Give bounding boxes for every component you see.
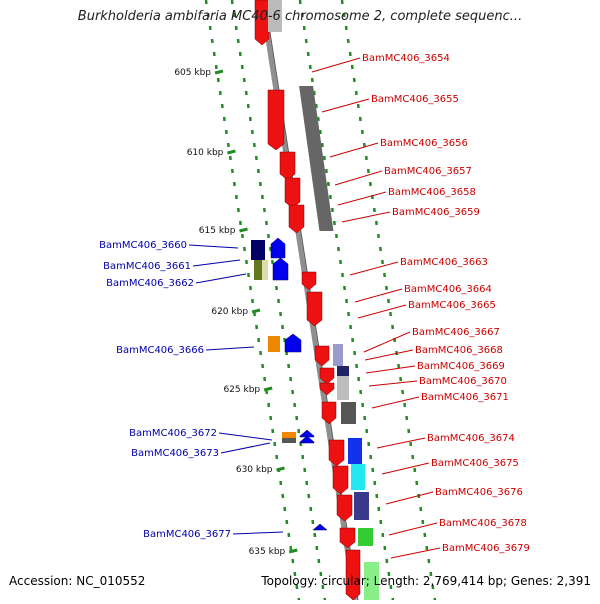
kbp-tick-mark: [239, 229, 247, 231]
gene-label-reverse: BamMC406_3658: [388, 187, 476, 198]
gene-label-forward: BamMC406_3666: [116, 345, 204, 356]
kbp-tick-mark: [252, 310, 260, 312]
gene-label-reverse: BamMC406_3656: [380, 138, 468, 149]
gene-label-reverse: BamMC406_3654: [362, 53, 450, 64]
gene-leader-line: [330, 143, 378, 157]
gene-arrow-reverse: [322, 402, 336, 424]
gene-leader-line: [206, 347, 254, 350]
kbp-tick-mark: [215, 71, 223, 73]
gene-arrow-reverse: [333, 466, 348, 494]
gene-label-forward: BamMC406_3661: [103, 261, 191, 272]
kbp-tick-label: 605 kbp: [174, 68, 211, 78]
gene-label-reverse: BamMC406_3679: [442, 543, 530, 554]
gene-feature-lightgrey: [337, 376, 349, 400]
gene-arrow-forward: [271, 238, 285, 258]
tick-rail-outer: [206, 0, 299, 600]
gene-arrow-reverse: [280, 152, 295, 180]
gene-leader-line: [189, 245, 238, 248]
gene-label-reverse: BamMC406_3669: [417, 361, 505, 372]
gene-arrow-forward: [273, 258, 288, 280]
gene-leader-line: [338, 192, 386, 205]
gene-label-reverse: BamMC406_3678: [439, 518, 527, 529]
gene-label-reverse: BamMC406_3675: [431, 458, 519, 469]
kbp-tick-label: 635 kbp: [249, 547, 286, 557]
gene-arrow-reverse: [268, 90, 284, 150]
gene-leader-line: [196, 274, 246, 283]
gene-label-reverse: BamMC406_3668: [415, 345, 503, 356]
gene-feature-orange: [282, 432, 296, 438]
gene-feature-lavender: [333, 344, 343, 366]
gene-label-reverse: BamMC406_3667: [412, 327, 500, 338]
kbp-tick-label: 620 kbp: [211, 307, 248, 317]
kbp-tick-mark: [277, 468, 285, 470]
gene-leader-line: [322, 99, 369, 112]
gene-leader-line: [233, 532, 283, 534]
gene-leader-line: [219, 433, 272, 440]
gene-arrow-reverse: [340, 528, 355, 548]
gene-leader-line: [369, 381, 417, 386]
gene-leader-line: [342, 212, 390, 222]
gene-label-forward: BamMC406_3673: [131, 448, 219, 459]
gene-arrow-reverse: [307, 292, 322, 326]
gene-label-forward: BamMC406_3672: [129, 428, 217, 439]
gene-feature-khaki: [262, 260, 268, 280]
gene-leader-line: [391, 548, 440, 558]
kbp-tick-mark: [289, 550, 297, 552]
gene-label-forward: BamMC406_3677: [143, 529, 231, 540]
gene-feature-grey: [282, 438, 296, 443]
gene-label-reverse: BamMC406_3671: [421, 392, 509, 403]
gene-leader-line: [364, 332, 410, 352]
gene-leader-line: [366, 366, 415, 373]
kbp-tick-label: 630 kbp: [236, 465, 273, 475]
gene-feature-navy: [337, 366, 349, 376]
accession-label: Accession: NC_010552: [9, 574, 145, 588]
gene-arrow-reverse: [289, 205, 304, 233]
gene-leader-line: [365, 350, 413, 360]
gene-feature-blue: [348, 438, 362, 464]
gene-label-reverse: BamMC406_3655: [371, 94, 459, 105]
gene-feature-indigo: [354, 492, 369, 520]
kbp-tick-label: 610 kbp: [187, 148, 224, 158]
gene-leader-line: [221, 443, 270, 453]
kbp-tick-mark: [264, 388, 272, 390]
gene-label-reverse: BamMC406_3657: [384, 166, 472, 177]
map-title: Burkholderia ambifaria MC40-6 chromosome…: [0, 9, 600, 24]
gene-feature-cyan: [351, 464, 365, 490]
gene-label-forward: BamMC406_3660: [99, 240, 187, 251]
gene-leader-line: [335, 171, 382, 185]
gene-leader-line: [386, 492, 433, 504]
topology-label: Topology: circular; Length: 2,769,414 bp…: [261, 574, 591, 588]
kbp-tick-label: 615 kbp: [199, 226, 236, 236]
gene-label-reverse: BamMC406_3664: [404, 284, 492, 295]
gene-feature-grey: [341, 402, 356, 424]
gene-label-reverse: BamMC406_3663: [400, 257, 488, 268]
gene-label-reverse: BamMC406_3665: [408, 300, 496, 311]
gene-leader-line: [358, 305, 406, 318]
gene-feature-green: [358, 528, 373, 546]
gene-label-forward: BamMC406_3662: [106, 278, 194, 289]
gene-arrow-reverse: [337, 495, 352, 521]
gene-arrow-forward: [285, 334, 301, 352]
gene-leader-line: [377, 438, 425, 448]
gene-leader-line: [389, 523, 437, 535]
gene-arrow-reverse: [285, 178, 300, 208]
gene-arrow-forward: [313, 524, 327, 530]
kbp-tick-mark: [227, 151, 235, 153]
gene-label-reverse: BamMC406_3670: [419, 376, 507, 387]
gene-leader-line: [372, 397, 419, 408]
gene-label-reverse: BamMC406_3659: [392, 207, 480, 218]
gene-leader-line: [382, 463, 429, 474]
kbp-tick-label: 625 kbp: [223, 385, 260, 395]
gene-leader-line: [355, 289, 402, 302]
gene-label-reverse: BamMC406_3676: [435, 487, 523, 498]
gene-leader-line: [193, 260, 240, 266]
gene-arrow-reverse: [329, 440, 344, 466]
gene-label-reverse: BamMC406_3674: [427, 433, 515, 444]
gene-leader-line: [350, 262, 398, 275]
gene-feature-navy: [251, 240, 265, 260]
gene-feature-orange: [268, 336, 280, 352]
